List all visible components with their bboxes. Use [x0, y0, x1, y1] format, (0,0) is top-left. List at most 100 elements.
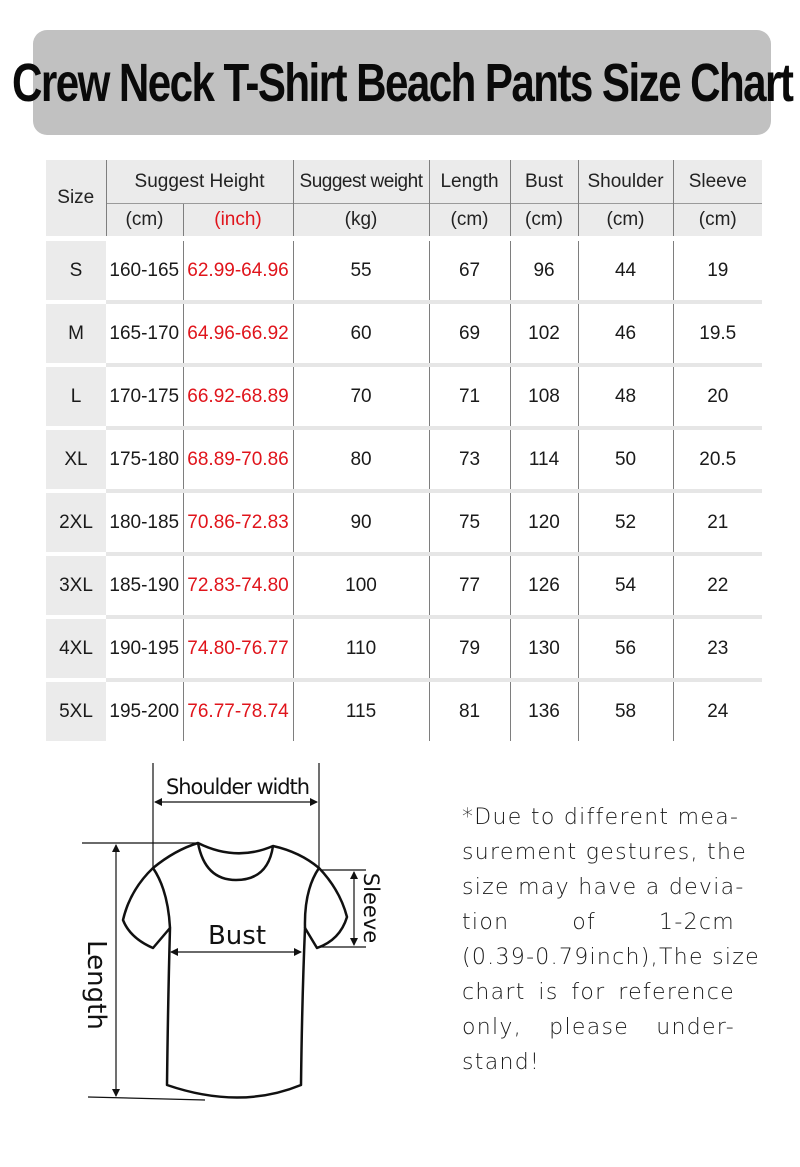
table-row: 5XL 195-200 76.77-78.74 115 81 136 58 24	[46, 678, 763, 741]
note-line: chart is for reference	[462, 980, 735, 1005]
unit-height-inch: (inch)	[182, 203, 294, 239]
cell-height-inch: 62.99-64.96	[182, 236, 294, 302]
label-bust: Bust	[208, 921, 266, 951]
cell-height-inch: 64.96-66.92	[182, 300, 294, 365]
cell-sleeve: 22	[672, 552, 763, 617]
unit-shoulder: (cm)	[577, 203, 674, 239]
cell-length: 73	[428, 426, 511, 491]
cell-height-inch: 70.86-72.83	[182, 489, 294, 554]
cell-size: 5XL	[46, 678, 106, 741]
table-row: 2XL 180-185 70.86-72.83 90 75 120 52 21	[46, 489, 763, 554]
cell-bust: 102	[509, 300, 579, 365]
cell-shoulder: 50	[577, 426, 674, 491]
header-shoulder: Shoulder	[577, 160, 674, 204]
table-row: S 160-165 62.99-64.96 55 67 96 44 19	[46, 236, 763, 302]
cell-shoulder: 58	[577, 678, 674, 741]
cell-shoulder: 56	[577, 615, 674, 680]
cell-height-inch: 66.92-68.89	[182, 363, 294, 428]
header-sleeve: Sleeve	[672, 160, 763, 204]
header-height: Suggest Height	[105, 160, 294, 204]
cell-shoulder: 48	[577, 363, 674, 428]
header-size: Size	[46, 160, 106, 239]
tshirt-outline	[121, 841, 349, 1099]
size-chart-table: Size Suggest Height Suggest weight Lengt…	[46, 160, 763, 741]
cell-weight: 100	[292, 552, 430, 617]
cell-sleeve: 20	[672, 363, 763, 428]
cell-sleeve: 19	[672, 236, 763, 302]
cell-weight: 115	[292, 678, 430, 741]
cell-length: 79	[428, 615, 511, 680]
cell-bust: 120	[509, 489, 579, 554]
cell-length: 77	[428, 552, 511, 617]
note-line: *Due to different mea-	[462, 805, 740, 830]
measurement-lines	[82, 763, 366, 1101]
header-length: Length	[428, 160, 511, 204]
cell-height-cm: 165-170	[106, 300, 183, 365]
cell-bust: 130	[509, 615, 579, 680]
note-line: only, please under-	[462, 1015, 735, 1040]
page-title: Crew Neck T-Shirt Beach Pants Size Chart	[11, 52, 794, 113]
cell-sleeve: 24	[672, 678, 763, 741]
cell-height-inch: 76.77-78.74	[182, 678, 294, 741]
cell-weight: 55	[292, 236, 430, 302]
cell-shoulder: 44	[577, 236, 674, 302]
cell-size: S	[46, 236, 106, 302]
cell-length: 71	[428, 363, 511, 428]
cell-sleeve: 23	[672, 615, 763, 680]
cell-weight: 90	[292, 489, 430, 554]
cell-bust: 114	[509, 426, 579, 491]
cell-shoulder: 46	[577, 300, 674, 365]
cell-weight: 60	[292, 300, 430, 365]
note-line: tion of 1-2cm	[462, 910, 735, 935]
label-sleeve: Sleeve	[359, 873, 383, 943]
cell-bust: 136	[509, 678, 579, 741]
cell-height-inch: 68.89-70.86	[182, 426, 294, 491]
cell-weight: 70	[292, 363, 430, 428]
cell-height-cm: 185-190	[106, 552, 183, 617]
table-row: M 165-170 64.96-66.92 60 69 102 46 19.5	[46, 300, 763, 365]
unit-height-cm: (cm)	[105, 203, 183, 239]
cell-length: 81	[428, 678, 511, 741]
cell-height-cm: 195-200	[106, 678, 183, 741]
cell-length: 75	[428, 489, 511, 554]
label-shoulder-width: Shoulder width	[166, 775, 310, 799]
cell-size: M	[46, 300, 106, 365]
cell-height-inch: 74.80-76.77	[182, 615, 294, 680]
note-line: (0.39-0.79inch),The size	[462, 945, 760, 970]
cell-size: 2XL	[46, 489, 106, 554]
cell-size: L	[46, 363, 106, 428]
cell-sleeve: 19.5	[672, 300, 763, 365]
title-banner: Crew Neck T-Shirt Beach Pants Size Chart	[12, 30, 794, 135]
cell-shoulder: 54	[577, 552, 674, 617]
cell-bust: 108	[509, 363, 579, 428]
label-length: Length	[81, 940, 111, 1030]
cell-size: 3XL	[46, 552, 106, 617]
note-line: surement gestures, the	[462, 840, 748, 865]
cell-sleeve: 21	[672, 489, 763, 554]
cell-sleeve: 20.5	[672, 426, 763, 491]
table-row: 3XL 185-190 72.83-74.80 100 77 126 54 22	[46, 552, 763, 617]
cell-height-cm: 160-165	[106, 236, 183, 302]
note-line: stand!	[462, 1050, 541, 1075]
cell-size: XL	[46, 426, 106, 491]
cell-bust: 96	[509, 236, 579, 302]
unit-sleeve: (cm)	[672, 203, 763, 239]
cell-height-inch: 72.83-74.80	[182, 552, 294, 617]
table-row: XL 175-180 68.89-70.86 80 73 114 50 20.5	[46, 426, 763, 491]
cell-weight: 80	[292, 426, 430, 491]
cell-length: 67	[428, 236, 511, 302]
cell-shoulder: 52	[577, 489, 674, 554]
cell-bust: 126	[509, 552, 579, 617]
unit-weight: (kg)	[292, 203, 430, 239]
cell-height-cm: 175-180	[106, 426, 183, 491]
cell-height-cm: 180-185	[106, 489, 183, 554]
cell-length: 69	[428, 300, 511, 365]
cell-height-cm: 190-195	[106, 615, 183, 680]
header-weight: Suggest weight	[292, 160, 430, 204]
cell-height-cm: 170-175	[106, 363, 183, 428]
note-line: size may have a devia-	[462, 875, 745, 900]
table-row: 4XL 190-195 74.80-76.77 110 79 130 56 23	[46, 615, 763, 680]
unit-bust: (cm)	[509, 203, 579, 239]
cell-weight: 110	[292, 615, 430, 680]
